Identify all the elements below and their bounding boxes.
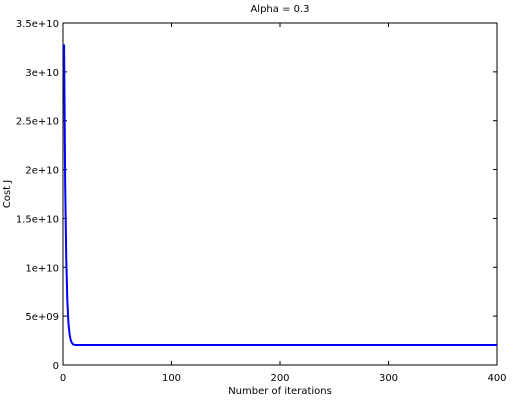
x-tick-label: 0: [60, 373, 66, 384]
plot-frame: [62, 22, 498, 366]
x-tick-label: 300: [379, 373, 398, 384]
y-tick-label: 3e+10: [25, 68, 59, 79]
y-tick-label: 1.5e+10: [16, 214, 59, 225]
x-tick-label: 100: [162, 373, 181, 384]
x-tick-label: 400: [487, 373, 506, 384]
x-tick-label: 200: [270, 373, 289, 384]
y-tick-label: 1e+10: [25, 263, 59, 274]
y-tick-label: 0: [53, 361, 59, 372]
x-axis: 0 100 200 300 400: [60, 23, 507, 384]
y-axis-title: Cost J: [2, 180, 13, 208]
y-tick-label: 5e+09: [25, 312, 59, 323]
y-tick-label: 2.5e+10: [16, 117, 59, 128]
y-axis: 0 5e+09 1e+10 1.5e+10 2e+10 2.5e+10 3e+10 3.5e+…: [16, 19, 497, 372]
cost-series-line: [63, 44, 497, 347]
chart-title: Alpha = 0.3: [250, 4, 309, 15]
y-tick-label: 3.5e+10: [16, 19, 59, 30]
x-axis-title: Number of iterations: [228, 386, 332, 397]
y-tick-label: 2e+10: [25, 166, 59, 177]
